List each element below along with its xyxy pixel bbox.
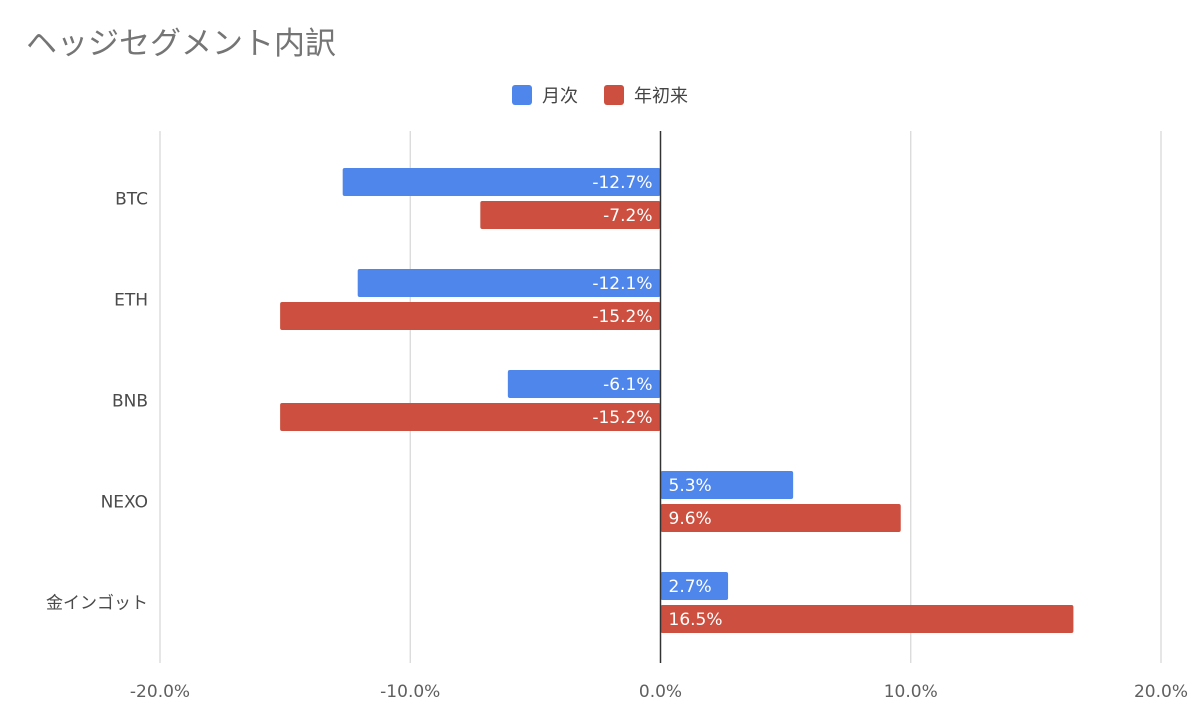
x-tick-label: 10.0% [884, 682, 938, 702]
bar [280, 403, 661, 431]
legend-label-monthly: 月次 [542, 86, 578, 107]
bar [660, 504, 901, 532]
category-label: BTC [115, 190, 148, 210]
category-label: NEXO [101, 493, 148, 513]
category-label: ETH [114, 291, 148, 311]
chart-legend: 月次 年初来 [0, 82, 1200, 108]
bar [480, 201, 661, 229]
bar [342, 168, 661, 196]
data-label: -7.2% [603, 206, 652, 226]
x-tick-label: 20.0% [1134, 682, 1188, 702]
data-label: -6.1% [603, 375, 652, 395]
bar [280, 302, 661, 330]
x-tick-label: 0.0% [639, 682, 682, 702]
bar [357, 269, 661, 297]
data-label: 16.5% [669, 610, 723, 630]
category-label: BNB [112, 392, 148, 412]
data-label: -12.7% [592, 173, 652, 193]
bar [660, 572, 729, 600]
bar [660, 471, 794, 499]
chart-title: ヘッジセグメント内訳 [26, 26, 336, 62]
data-label: 5.3% [669, 476, 712, 496]
data-label: 9.6% [669, 509, 712, 529]
legend-label-ytd: 年初来 [634, 86, 688, 107]
x-tick-label: -20.0% [130, 682, 190, 702]
bar [660, 605, 1074, 633]
data-label: 2.7% [669, 577, 712, 597]
legend-swatch-monthly [512, 85, 532, 105]
legend-item-ytd[interactable]: 年初来 [604, 82, 688, 108]
data-label: -15.2% [592, 307, 652, 327]
legend-item-monthly[interactable]: 月次 [512, 82, 578, 108]
data-label: -12.1% [592, 274, 652, 294]
bar [507, 370, 661, 398]
category-label: 金インゴット [46, 593, 148, 614]
legend-swatch-ytd [604, 85, 624, 105]
data-label: -15.2% [592, 408, 652, 428]
x-tick-label: -10.0% [380, 682, 440, 702]
